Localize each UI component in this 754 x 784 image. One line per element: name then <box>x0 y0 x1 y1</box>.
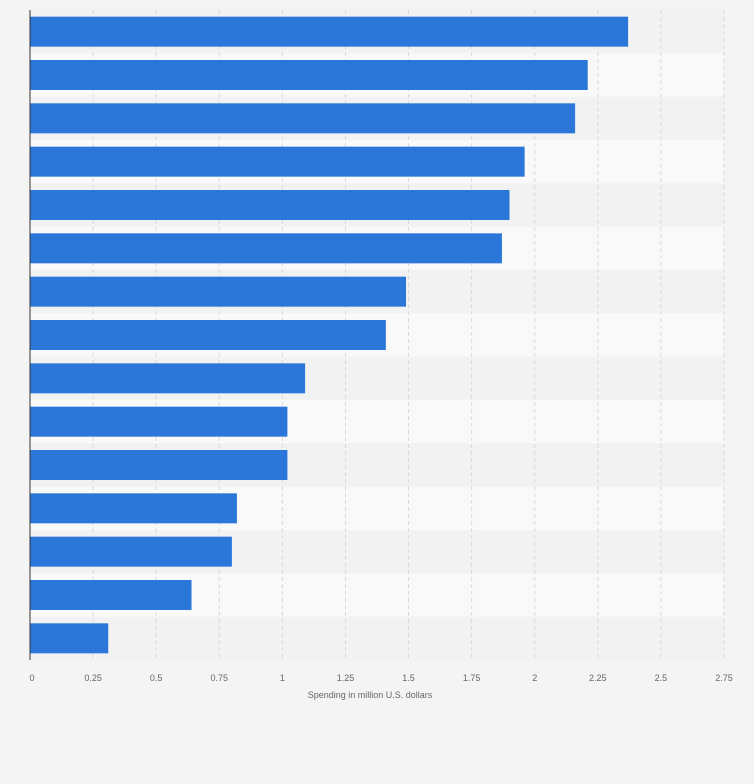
bar[interactable] <box>30 623 109 654</box>
x-axis-ticks: 0 0.25 0.5 0.75 1 1.25 1.5 1.75 2 2.25 2.5 2.75 <box>29 673 732 683</box>
bar[interactable] <box>30 190 510 220</box>
bar[interactable] <box>30 406 288 437</box>
x-tick-label: 2.5 <box>655 673 668 683</box>
x-tick-label: 0.5 <box>150 673 163 683</box>
row-band <box>30 616 724 660</box>
bar[interactable] <box>30 16 629 47</box>
x-tick-label: 2.75 <box>715 673 733 683</box>
bar[interactable] <box>30 320 386 350</box>
bar[interactable] <box>30 450 288 480</box>
x-tick-label: 0 <box>29 673 34 683</box>
bar[interactable] <box>30 536 232 567</box>
bar[interactable] <box>30 103 576 134</box>
x-tick-label: 0.75 <box>211 673 229 683</box>
bar[interactable] <box>30 146 525 177</box>
x-tick-label: 1.5 <box>402 673 415 683</box>
x-tick-label: 0.25 <box>84 673 102 683</box>
x-tick-label: 1 <box>280 673 285 683</box>
x-tick-label: 1.25 <box>337 673 355 683</box>
bar[interactable] <box>30 233 502 264</box>
bar[interactable] <box>30 363 306 394</box>
bar[interactable] <box>30 493 237 524</box>
bar[interactable] <box>30 60 588 90</box>
x-tick-label: 2.25 <box>589 673 607 683</box>
x-tick-label: 2 <box>532 673 537 683</box>
x-tick-label: 1.75 <box>463 673 481 683</box>
bar[interactable] <box>30 276 407 307</box>
bars <box>30 16 629 654</box>
x-axis-label: Spending in million U.S. dollars <box>308 690 433 700</box>
bar[interactable] <box>30 580 192 610</box>
